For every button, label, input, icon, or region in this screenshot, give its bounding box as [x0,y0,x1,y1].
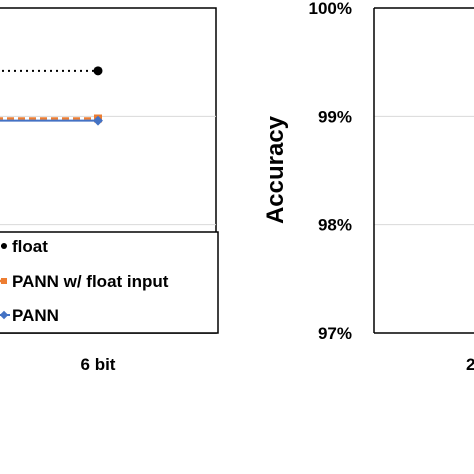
left-series-group [0,66,103,126]
right-y-tick-label: 97% [318,324,352,343]
right-y-tick-label: 99% [318,107,352,126]
legend: float PANN w/ float input PANN [0,231,219,334]
legend-item-float: float [0,237,48,256]
legend-marker-pann [0,310,9,320]
left-gridlines [0,115,216,226]
left-chart: 6 bit float PANN w/ float input PANN [0,7,219,374]
legend-item-pann: PANN [0,306,59,325]
right-chart: 97% 98% 99% 100% Accuracy 2 [262,0,474,374]
right-y-tick-label: 98% [318,216,352,235]
right-gridlines [374,115,474,226]
right-y-tick-label: 100% [309,0,352,18]
legend-box [0,231,219,334]
legend-marker-pann-float-input [1,278,7,284]
right-y-axis-label: Accuracy [262,115,289,224]
left-x-tick-label: 6 bit [81,355,116,374]
legend-item-pann-float-input: PANN w/ float input [0,272,169,291]
right-y-tick-labels: 97% 98% 99% 100% [309,0,352,343]
data-point-pann [93,115,103,126]
legend-label-pann: PANN [12,306,59,325]
legend-marker-float [1,243,7,249]
data-point-float [93,66,103,76]
right-x-tick-label: 2 [466,355,474,374]
legend-label-float: float [12,237,48,256]
legend-label-pann-float-input: PANN w/ float input [12,272,169,291]
